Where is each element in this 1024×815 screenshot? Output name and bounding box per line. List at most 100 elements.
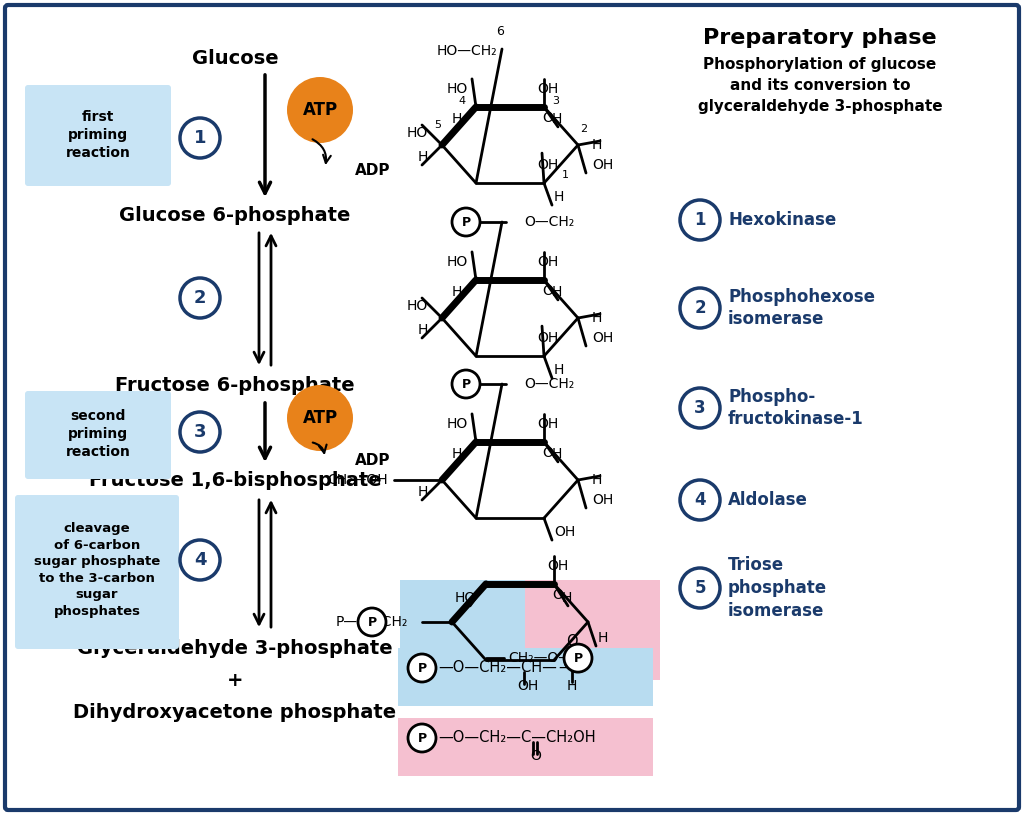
Text: HO: HO: [446, 255, 468, 269]
Text: Phosphorylation of glucose
and its conversion to
glyceraldehyde 3-phosphate: Phosphorylation of glucose and its conve…: [697, 56, 942, 113]
Text: Phosphohexose
isomerase: Phosphohexose isomerase: [728, 288, 874, 328]
Text: H: H: [452, 447, 462, 461]
Text: Glucose: Glucose: [191, 49, 279, 68]
Text: P—O—CH₂: P—O—CH₂: [336, 615, 408, 629]
Text: 3: 3: [194, 423, 206, 441]
Text: H: H: [418, 323, 428, 337]
Text: Aldolase: Aldolase: [728, 491, 808, 509]
Circle shape: [287, 77, 353, 143]
Text: O: O: [552, 588, 563, 601]
Text: OH: OH: [554, 525, 575, 539]
Text: OH: OH: [517, 679, 539, 693]
Text: HO: HO: [446, 82, 468, 96]
Text: O: O: [542, 446, 553, 460]
Text: cleavage
of 6-carbon
sugar phosphate
to the 3-carbon
sugar
phosphates: cleavage of 6-carbon sugar phosphate to …: [34, 522, 160, 618]
FancyBboxPatch shape: [5, 5, 1019, 810]
Text: H: H: [552, 112, 562, 126]
Text: C═O: C═O: [562, 657, 593, 672]
Circle shape: [180, 118, 220, 158]
FancyBboxPatch shape: [398, 648, 653, 706]
Text: H: H: [418, 150, 428, 164]
Text: CH₂—O—: CH₂—O—: [508, 651, 572, 665]
Text: OH: OH: [538, 417, 559, 431]
Text: 4: 4: [194, 551, 206, 569]
Text: P: P: [418, 662, 427, 675]
Text: Fructose 6-phosphate: Fructose 6-phosphate: [115, 376, 354, 394]
Text: H: H: [452, 285, 462, 299]
FancyBboxPatch shape: [15, 495, 179, 649]
Text: H: H: [562, 591, 572, 605]
Text: —O—CH₂—C—CH₂OH: —O—CH₂—C—CH₂OH: [438, 730, 596, 746]
Text: HO: HO: [455, 591, 476, 605]
Text: OH: OH: [538, 82, 559, 96]
Circle shape: [680, 388, 720, 428]
Circle shape: [358, 608, 386, 636]
Text: O: O: [530, 749, 542, 763]
Text: 3: 3: [552, 96, 559, 106]
Text: O: O: [542, 111, 553, 125]
Text: H: H: [552, 447, 562, 461]
Text: 4: 4: [694, 491, 706, 509]
Text: HO: HO: [407, 299, 428, 313]
Text: 2: 2: [194, 289, 206, 307]
Text: 5: 5: [434, 120, 441, 130]
Text: OH: OH: [538, 331, 559, 345]
Circle shape: [452, 208, 480, 236]
Text: first
priming
reaction: first priming reaction: [66, 109, 130, 161]
Text: P: P: [462, 377, 471, 390]
FancyBboxPatch shape: [398, 718, 653, 776]
Text: 5: 5: [694, 579, 706, 597]
Circle shape: [680, 200, 720, 240]
Text: O: O: [542, 284, 553, 297]
Text: HO: HO: [446, 417, 468, 431]
FancyBboxPatch shape: [25, 85, 171, 186]
Text: ADP: ADP: [355, 452, 390, 468]
Circle shape: [180, 540, 220, 580]
Text: Hexokinase: Hexokinase: [728, 211, 837, 229]
Text: H: H: [592, 473, 602, 487]
Text: H: H: [554, 363, 564, 377]
Text: OH: OH: [592, 493, 613, 507]
Text: H: H: [554, 190, 564, 204]
Text: Glyceraldehyde 3-phosphate: Glyceraldehyde 3-phosphate: [77, 638, 393, 658]
Text: H: H: [592, 311, 602, 325]
Text: H: H: [418, 485, 428, 499]
Text: ATP: ATP: [302, 101, 338, 119]
Circle shape: [408, 724, 436, 752]
FancyArrowPatch shape: [312, 139, 331, 163]
Text: O—CH₂: O—CH₂: [524, 215, 574, 229]
Text: OH: OH: [592, 331, 613, 345]
Text: —C: —C: [558, 660, 583, 676]
FancyBboxPatch shape: [400, 580, 650, 680]
Circle shape: [287, 385, 353, 451]
Text: 4: 4: [459, 96, 466, 106]
Text: OH: OH: [538, 255, 559, 269]
FancyBboxPatch shape: [25, 391, 171, 479]
Text: 6: 6: [496, 24, 504, 37]
Text: Glucose 6-phosphate: Glucose 6-phosphate: [120, 205, 350, 224]
Text: H: H: [552, 285, 562, 299]
Text: HO—CH₂: HO—CH₂: [436, 44, 497, 58]
Text: 2: 2: [580, 124, 587, 134]
Circle shape: [180, 412, 220, 452]
Text: 1: 1: [694, 211, 706, 229]
Text: Preparatory phase: Preparatory phase: [703, 28, 937, 48]
Text: O: O: [566, 635, 578, 650]
Text: OH: OH: [548, 559, 568, 573]
Text: Triose
phosphate
isomerase: Triose phosphate isomerase: [728, 556, 827, 620]
Text: Phospho-
fructokinase-1: Phospho- fructokinase-1: [728, 388, 864, 429]
Text: +: +: [226, 671, 244, 689]
Text: HO: HO: [407, 126, 428, 140]
Text: CH₂—OH: CH₂—OH: [328, 473, 388, 487]
Text: P: P: [368, 615, 377, 628]
FancyArrowPatch shape: [312, 443, 327, 453]
Text: 1: 1: [194, 129, 206, 147]
Text: P: P: [462, 215, 471, 228]
Text: OH: OH: [538, 158, 559, 172]
Circle shape: [680, 568, 720, 608]
Text: 2: 2: [694, 299, 706, 317]
Text: Dihydroxyacetone phosphate: Dihydroxyacetone phosphate: [74, 703, 396, 721]
Text: 3: 3: [694, 399, 706, 417]
Text: H: H: [452, 112, 462, 126]
Circle shape: [564, 644, 592, 672]
